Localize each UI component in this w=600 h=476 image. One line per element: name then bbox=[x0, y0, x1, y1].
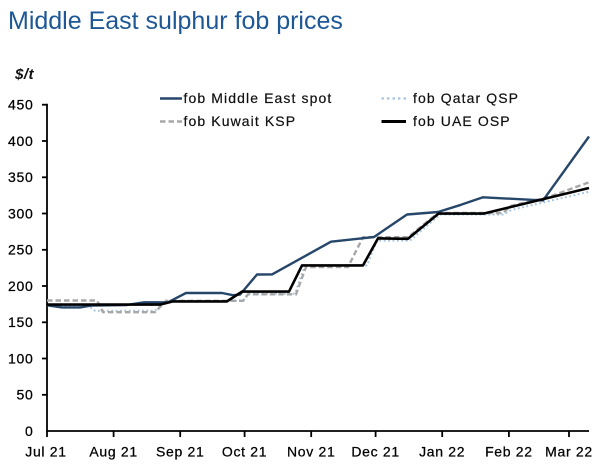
svg-text:Feb 22: Feb 22 bbox=[485, 444, 533, 460]
svg-text:Jan 22: Jan 22 bbox=[419, 444, 465, 460]
svg-text:0: 0 bbox=[25, 423, 34, 439]
svg-text:Mar 22: Mar 22 bbox=[545, 444, 593, 460]
svg-text:fob Kuwait KSP: fob Kuwait KSP bbox=[184, 113, 297, 129]
svg-text:Nov 21: Nov 21 bbox=[287, 444, 335, 460]
svg-text:fob UAE OSP: fob UAE OSP bbox=[413, 113, 511, 129]
svg-text:350: 350 bbox=[8, 169, 33, 185]
svg-text:150: 150 bbox=[8, 314, 33, 330]
svg-text:Dec 21: Dec 21 bbox=[351, 444, 399, 460]
svg-text:300: 300 bbox=[8, 205, 33, 221]
svg-text:Sep 21: Sep 21 bbox=[156, 444, 204, 460]
svg-text:200: 200 bbox=[8, 278, 33, 294]
svg-text:fob Qatar QSP: fob Qatar QSP bbox=[413, 90, 519, 106]
svg-text:100: 100 bbox=[8, 350, 33, 366]
svg-text:Middle East sulphur fob prices: Middle East sulphur fob prices bbox=[8, 7, 343, 35]
svg-text:Oct 21: Oct 21 bbox=[222, 444, 267, 460]
svg-text:$/t: $/t bbox=[14, 66, 34, 83]
svg-text:400: 400 bbox=[8, 133, 33, 149]
svg-text:Jul 21: Jul 21 bbox=[25, 444, 66, 460]
svg-text:fob Middle East spot: fob Middle East spot bbox=[184, 90, 333, 106]
svg-text:450: 450 bbox=[8, 97, 33, 113]
svg-text:50: 50 bbox=[17, 387, 34, 403]
svg-text:250: 250 bbox=[8, 242, 33, 258]
svg-text:Aug 21: Aug 21 bbox=[89, 444, 137, 460]
